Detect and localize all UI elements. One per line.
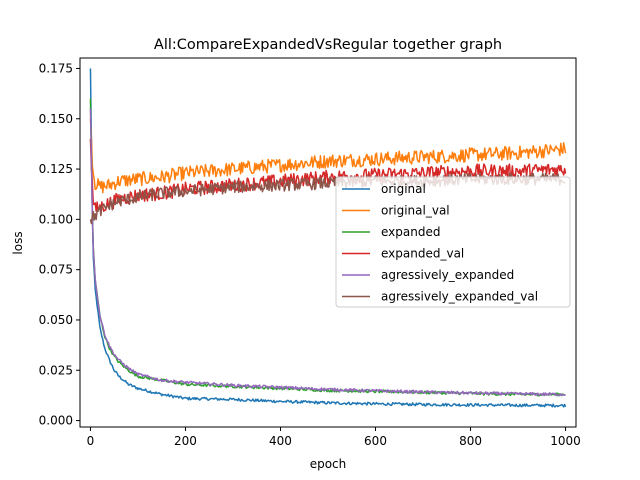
legend-label: expanded_val [381,247,464,261]
legend-label: original [381,182,426,196]
y-tick-label: 0.075 [39,263,73,277]
legend-label: agressively_expanded [381,268,514,282]
legend: original original_val expanded expanded_val… [335,176,571,308]
plot-lines [89,68,567,408]
x-tick-label: 400 [269,434,292,448]
x-tick-label: 600 [364,434,387,448]
plot-frame [79,57,577,428]
legend-box [335,176,571,308]
y-axis: 0.000 0.025 0.050 0.075 0.100 0.125 0.150 0.175 [39,61,80,428]
series-line-agressively_expanded [89,108,566,397]
y-tick-label: 0.025 [39,363,73,377]
y-tick-label: 0.175 [39,61,73,75]
y-tick-label: 0.150 [39,112,73,126]
legend-label: agressively_expanded_val [381,290,538,304]
x-tick-label: 1000 [550,434,581,448]
series-line-expanded_val [89,138,567,212]
x-tick-label: 800 [459,434,482,448]
y-axis-label: loss [11,231,25,254]
x-tick-label: 0 [87,434,95,448]
y-tick-label: 0.000 [39,414,73,428]
x-axis-label: epoch [310,457,347,471]
chart-title: All:CompareExpandedVsRegular together gr… [154,37,502,53]
legend-label: original_val [381,204,450,218]
y-tick-label: 0.125 [39,162,73,176]
series-line-original_val [89,118,567,194]
x-tick-label: 200 [174,434,197,448]
legend-label: expanded [381,225,440,239]
y-tick-label: 0.100 [39,212,73,226]
x-axis: 0 200 400 600 800 1000 [87,427,581,448]
y-tick-label: 0.050 [39,313,73,327]
series-line-original [89,68,567,408]
